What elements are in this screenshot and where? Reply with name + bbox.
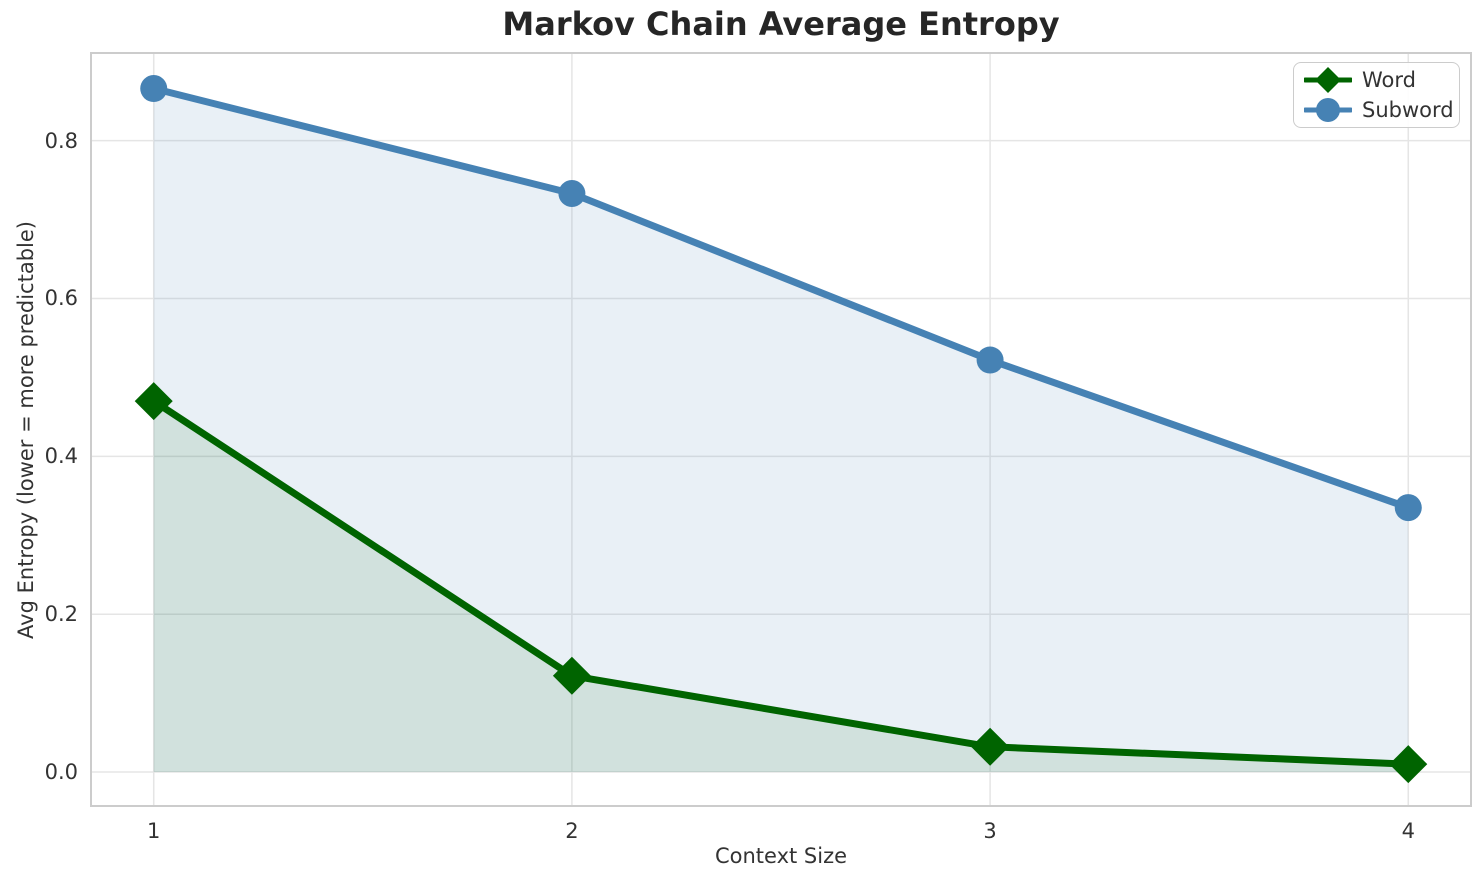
legend-label-subword: Subword [1362, 98, 1454, 122]
word-diamond-marker-icon [1304, 67, 1352, 93]
x-axis-label: Context Size [714, 844, 848, 868]
data-point-subword [140, 75, 168, 103]
y-tick-label: 0.8 [44, 128, 78, 153]
chart-title: Markov Chain Average Entropy [502, 5, 1060, 43]
data-point-subword [558, 179, 586, 207]
data-point-subword [976, 346, 1004, 374]
x-tick-label: 3 [983, 819, 997, 843]
data-point-subword [1394, 494, 1422, 522]
data-point-word [134, 382, 173, 421]
data-point-word [971, 727, 1010, 766]
subword-circle-marker-icon [1304, 98, 1352, 122]
x-tick-label: 1 [147, 819, 161, 843]
legend-label-word: Word [1362, 68, 1416, 92]
y-tick-label: 0.6 [44, 286, 78, 311]
x-tick-label: 4 [1401, 819, 1415, 843]
x-tick-label: 2 [565, 819, 579, 843]
area-fill-subword [153, 88, 1409, 773]
y-tick-label: 0.4 [44, 444, 78, 469]
legend-item-word: Word [1304, 66, 1449, 94]
plot-background [91, 53, 1471, 806]
legend: Word Subword [1293, 62, 1460, 128]
y-tick-label: 0.2 [44, 602, 78, 627]
legend-item-subword: Subword [1304, 96, 1454, 124]
area-fill-word [153, 401, 1409, 773]
y-tick-label: 0.0 [44, 760, 78, 785]
data-point-word [552, 656, 591, 695]
data-point-word [1389, 745, 1428, 784]
plot-border [90, 52, 1472, 807]
series-line-word [150, 397, 1412, 768]
y-axis-label: Avg Entropy (lower = more predictable) [14, 221, 38, 639]
series-line-subword [150, 85, 1412, 512]
